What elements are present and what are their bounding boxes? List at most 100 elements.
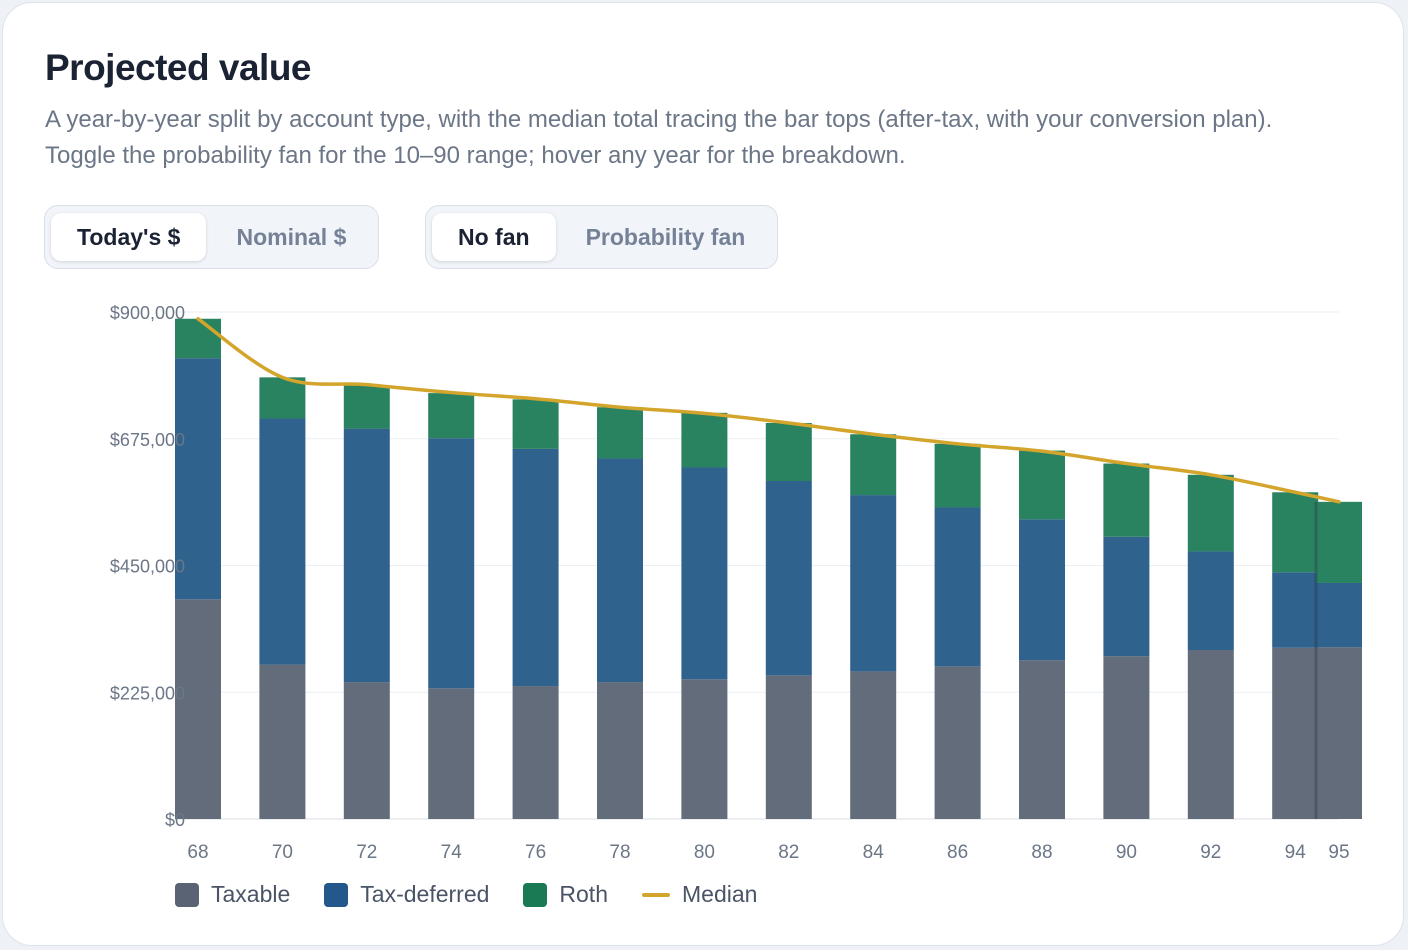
bar-year-84[interactable] [850, 434, 897, 819]
no-fan-button[interactable]: No fan [432, 213, 556, 261]
bar-segment-taxable[interactable] [1103, 656, 1150, 819]
bar-segment-tax-deferred[interactable] [681, 467, 728, 680]
bar-segment-roth[interactable] [597, 407, 643, 459]
bar-segment-roth[interactable] [512, 399, 559, 449]
bar-year-70[interactable] [259, 377, 306, 819]
x-tick-label: 78 [609, 842, 630, 863]
bar-segment-taxable[interactable] [934, 666, 981, 819]
legend-label: Taxable [211, 881, 291, 907]
bar-segment-taxable[interactable] [681, 679, 728, 819]
bar-segment-taxable[interactable] [1316, 647, 1362, 819]
bar-segment-taxable[interactable] [1019, 660, 1065, 819]
bar-segment-taxable[interactable] [512, 686, 559, 819]
bar-segment-taxable[interactable] [343, 682, 390, 819]
bar-year-68[interactable] [175, 318, 221, 819]
bar-segment-roth[interactable] [1019, 450, 1065, 520]
y-axis-ticks: $0 $225,000 $450,000 $675,000 $900,000 [110, 303, 185, 830]
bar-segment-roth[interactable] [343, 385, 390, 429]
bar-year-88[interactable] [1019, 450, 1065, 819]
bar-year-95[interactable] [1314, 501, 1362, 819]
x-tick-label: 95 [1328, 842, 1349, 863]
bar-segment-taxable[interactable] [428, 688, 475, 819]
y-tick-label: $450,000 [110, 557, 185, 577]
x-tick-label: 86 [947, 842, 968, 863]
bar-segment-roth[interactable] [1103, 463, 1150, 537]
bar-year-94[interactable] [1272, 492, 1319, 819]
bar-year-78[interactable] [597, 407, 643, 819]
todays-dollars-button[interactable]: Today's $ [51, 213, 207, 261]
bar-segment-roth[interactable] [428, 393, 475, 439]
x-axis-ticks: 68 70 72 74 76 78 80 82 84 86 88 90 92 94 95 [187, 842, 1349, 863]
y-tick-label: $675,000 [110, 430, 185, 450]
x-tick-label: 84 [863, 842, 885, 863]
bar-segment-roth[interactable] [934, 443, 981, 508]
taxable-swatch [175, 882, 199, 907]
bar-segment-taxable[interactable] [850, 671, 897, 819]
bar-year-92[interactable] [1187, 474, 1234, 819]
bar-segment-roth[interactable] [175, 318, 221, 359]
bar-segment-taxable[interactable] [765, 675, 812, 819]
bar-segment-roth[interactable] [1187, 474, 1234, 552]
bar-year-74[interactable] [428, 393, 475, 819]
median-swatch [642, 892, 670, 897]
bar-segment-tax-deferred[interactable] [1316, 582, 1362, 648]
fan-toggle: No fan Probability fan [425, 205, 779, 269]
bar-segment-tax-deferred[interactable] [512, 448, 559, 687]
bar-segment-tax-deferred[interactable] [1103, 536, 1150, 657]
bar-segment-tax-deferred[interactable] [850, 495, 897, 672]
legend-item-roth[interactable]: Roth [523, 881, 608, 908]
bar-segment-tax-deferred[interactable] [259, 418, 306, 665]
bar-segment-taxable[interactable] [1187, 650, 1234, 819]
bar-segment-taxable[interactable] [259, 664, 306, 819]
chart-legend: Taxable Tax-deferred Roth Median [175, 881, 757, 908]
legend-item-taxable[interactable]: Taxable [175, 881, 290, 908]
bar-year-86[interactable] [934, 443, 981, 819]
bar-segment-tax-deferred[interactable] [597, 458, 643, 683]
legend-label: Tax-deferred [360, 881, 490, 907]
bar-segment-tax-deferred[interactable] [1187, 551, 1234, 650]
legend-item-median[interactable]: Median [642, 881, 757, 908]
projected-value-chart: $0 $225,000 $450,000 $675,000 $900,000 68 70 7… [110, 303, 1362, 863]
x-tick-label: 90 [1116, 842, 1137, 863]
bar-year-90[interactable] [1103, 463, 1150, 819]
legend-label: Median [682, 881, 758, 907]
y-tick-label: $225,000 [110, 683, 185, 703]
x-tick-label: 94 [1285, 842, 1307, 863]
bar-segment-roth[interactable] [1316, 501, 1362, 583]
probability-fan-button[interactable]: Probability fan [585, 223, 746, 250]
bar-segment-tax-deferred[interactable] [1019, 519, 1065, 661]
bar-segment-taxable[interactable] [597, 682, 643, 819]
bar-segment-tax-deferred[interactable] [1272, 572, 1319, 648]
bar-year-80[interactable] [681, 412, 728, 819]
bar-segment-tax-deferred[interactable] [765, 481, 812, 676]
card-subtitle: A year-by-year split by account type, wi… [45, 106, 1273, 169]
x-tick-label: 88 [1031, 842, 1052, 863]
bar-segment-roth[interactable] [765, 422, 812, 481]
roth-swatch [523, 882, 548, 907]
x-tick-label: 74 [441, 842, 463, 863]
x-tick-label: 80 [694, 842, 715, 863]
bar-segment-roth[interactable] [850, 434, 897, 496]
legend-item-tax-deferred[interactable]: Tax-deferred [324, 881, 489, 908]
bar-segment-roth[interactable] [681, 412, 728, 468]
bar-segment-roth[interactable] [1272, 492, 1319, 573]
stacked-bars[interactable] [175, 318, 1362, 819]
median-path [196, 317, 1341, 504]
bar-segment-tax-deferred[interactable] [428, 438, 475, 689]
bar-year-82[interactable] [765, 422, 812, 819]
y-tick-label: $0 [165, 810, 185, 830]
bar-year-72[interactable] [343, 385, 390, 819]
bar-year-76[interactable] [512, 399, 559, 819]
x-tick-label: 82 [778, 842, 799, 863]
bar-segment-tax-deferred[interactable] [343, 428, 390, 683]
bar-segment-tax-deferred[interactable] [934, 507, 981, 667]
bar-segment-taxable[interactable] [1272, 647, 1319, 819]
bar-segment-taxable[interactable] [175, 599, 221, 819]
card-title: Projected value [45, 47, 312, 88]
x-tick-label: 76 [525, 842, 546, 863]
x-tick-label: 92 [1200, 842, 1221, 863]
nominal-dollars-button[interactable]: Nominal $ [236, 223, 347, 250]
bar-segment-tax-deferred[interactable] [175, 358, 221, 600]
bar-segment-roth[interactable] [259, 377, 306, 419]
